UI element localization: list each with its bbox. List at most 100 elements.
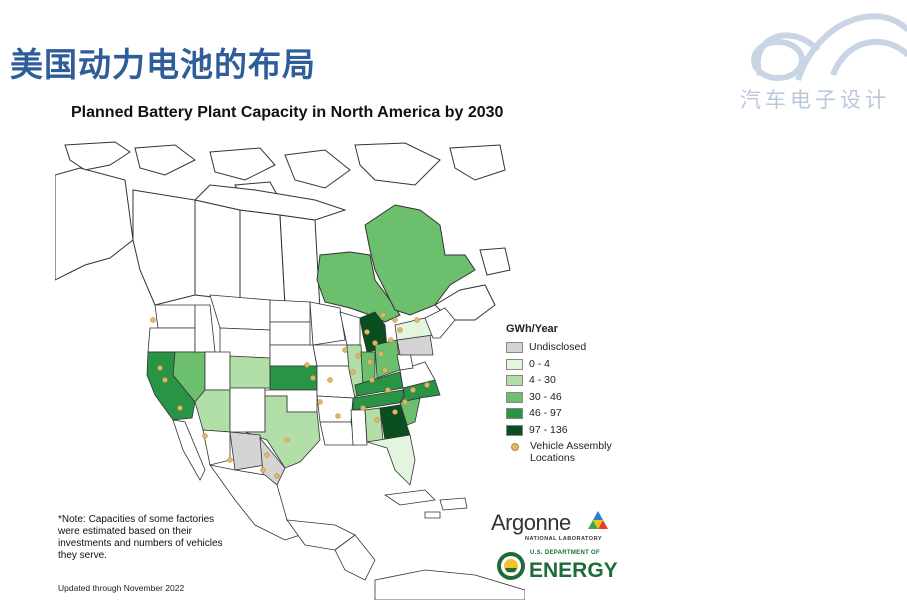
assembly-location-marker bbox=[317, 399, 323, 405]
region-alabama bbox=[364, 407, 384, 443]
vehicle-assembly-markers bbox=[150, 312, 430, 479]
legend-item: 0 - 4 bbox=[506, 358, 612, 375]
legend-swatch bbox=[506, 342, 523, 353]
legend-swatch bbox=[506, 424, 523, 436]
region-kansas bbox=[269, 365, 318, 391]
argonne-triangle-icon bbox=[588, 511, 608, 529]
assembly-location-marker bbox=[382, 367, 388, 373]
map-note: *Note: Capacities of some factories were… bbox=[58, 514, 223, 561]
region-ohio bbox=[374, 339, 401, 379]
doe-name: ENERGY bbox=[529, 559, 618, 582]
argonne-subtitle: NATIONAL LABORATORY bbox=[525, 536, 603, 542]
legend-label: 0 - 4 bbox=[529, 357, 551, 370]
assembly-location-marker bbox=[402, 399, 408, 405]
assembly-location-marker bbox=[372, 340, 378, 346]
assembly-location-marker bbox=[392, 409, 398, 415]
assembly-location-marker bbox=[378, 351, 384, 357]
argonne-logo: Argonne NATIONAL LABORATORY bbox=[491, 510, 616, 545]
doe-logo: U.S. DEPARTMENT OF ENERGY bbox=[496, 548, 626, 588]
south-america bbox=[374, 569, 525, 600]
mexico-baja bbox=[172, 419, 206, 481]
washington bbox=[154, 304, 196, 329]
assembly-location-marker bbox=[202, 433, 208, 439]
assembly-location-marker bbox=[310, 375, 316, 381]
north-dakota bbox=[269, 299, 311, 323]
legend-title: GWh/Year bbox=[506, 323, 558, 335]
assembly-location-marker bbox=[304, 362, 310, 368]
watermark-text: 汽车电子设计 bbox=[740, 88, 890, 112]
map-legend: GWh/Year Undisclosed 0 - 4 4 - 30 30 - 4… bbox=[506, 323, 612, 468]
assembly-location-marker bbox=[355, 353, 361, 359]
assembly-location-marker bbox=[414, 317, 420, 323]
alaska bbox=[55, 167, 134, 281]
assembly-location-marker bbox=[380, 312, 386, 318]
minnesota bbox=[309, 301, 346, 346]
south-dakota bbox=[269, 321, 311, 346]
assembly-location-marker bbox=[327, 377, 333, 383]
legend-label-line2: Locations bbox=[530, 452, 575, 464]
legend-label: Vehicle Assembly Locations bbox=[530, 440, 612, 464]
canada-west bbox=[132, 184, 347, 311]
legend-label: Undisclosed bbox=[529, 341, 587, 353]
slide-title: 美国动力电池的布局 bbox=[10, 45, 316, 84]
assembly-location-marker bbox=[162, 377, 168, 383]
assembly-location-marker bbox=[424, 382, 430, 388]
arctic-islands bbox=[64, 141, 506, 211]
caribbean bbox=[383, 489, 468, 519]
assembly-location-marker bbox=[274, 473, 280, 479]
legend-item: 46 - 97 bbox=[506, 407, 612, 424]
region-quebec bbox=[364, 204, 476, 316]
assembly-location-marker bbox=[284, 437, 290, 443]
doe-subtitle: U.S. DEPARTMENT OF bbox=[530, 550, 600, 556]
arkansas bbox=[316, 395, 354, 423]
region-colorado bbox=[229, 355, 271, 389]
new-mexico bbox=[229, 387, 266, 433]
assembly-location-marker bbox=[397, 327, 403, 333]
updated-date: Updated through November 2022 bbox=[58, 583, 185, 593]
new-england bbox=[424, 307, 456, 339]
legend-label: 97 - 136 bbox=[529, 423, 568, 436]
legend-label: 4 - 30 bbox=[529, 374, 556, 386]
region-arizona bbox=[194, 389, 231, 433]
assembly-location-marker bbox=[367, 359, 373, 365]
assembly-dot-icon bbox=[511, 443, 519, 451]
louisiana bbox=[319, 421, 356, 446]
region-ontario bbox=[316, 251, 401, 323]
region-florida bbox=[366, 434, 416, 486]
map-title: Planned Battery Plant Capacity in North … bbox=[71, 104, 504, 121]
assembly-location-marker bbox=[374, 417, 380, 423]
legend-item: 30 - 46 bbox=[506, 391, 612, 408]
legend-swatch bbox=[506, 358, 523, 370]
assembly-location-marker bbox=[360, 405, 366, 411]
watermark-logo bbox=[751, 13, 907, 81]
idaho bbox=[194, 304, 216, 353]
assembly-location-marker bbox=[350, 369, 356, 375]
legend-swatch bbox=[506, 408, 523, 419]
utah bbox=[204, 351, 231, 391]
assembly-location-marker bbox=[342, 347, 348, 353]
assembly-location-marker bbox=[410, 387, 416, 393]
assembly-location-marker bbox=[260, 467, 266, 473]
legend-item: 97 - 136 bbox=[506, 424, 612, 441]
legend-item-assembly: Vehicle Assembly Locations bbox=[506, 440, 612, 468]
nebraska bbox=[269, 344, 318, 367]
assembly-location-marker bbox=[388, 337, 394, 343]
assembly-location-marker bbox=[369, 377, 375, 383]
legend-label: 30 - 46 bbox=[529, 390, 562, 403]
assembly-location-marker bbox=[385, 387, 391, 393]
montana bbox=[209, 294, 271, 331]
legend-item: 4 - 30 bbox=[506, 374, 612, 391]
assembly-location-marker bbox=[364, 329, 370, 335]
assembly-location-marker bbox=[227, 457, 233, 463]
region-texas bbox=[244, 395, 321, 469]
assembly-location-marker bbox=[264, 452, 270, 458]
central-america bbox=[334, 534, 376, 581]
legend-swatch bbox=[506, 391, 523, 403]
doe-seal-icon bbox=[497, 552, 525, 580]
legend-label-line1: Vehicle Assembly bbox=[530, 440, 612, 452]
north-america-map bbox=[55, 141, 525, 600]
legend-swatch bbox=[506, 375, 523, 386]
assembly-location-marker bbox=[177, 405, 183, 411]
assembly-location-marker bbox=[150, 317, 156, 323]
legend-item: Undisclosed bbox=[506, 341, 612, 358]
